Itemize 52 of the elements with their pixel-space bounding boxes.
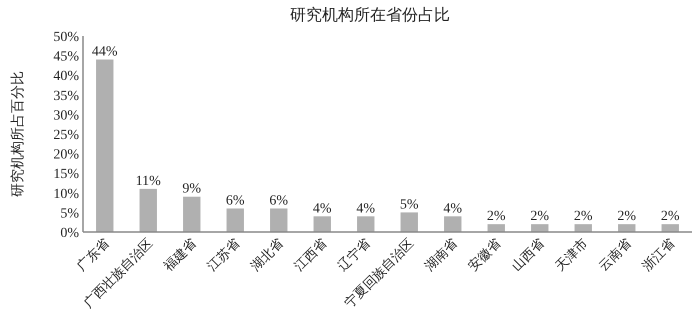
- y-tick-label: 10%: [53, 186, 80, 202]
- x-tick-label: 云南省: [596, 236, 634, 274]
- x-tick-label: 天津市: [552, 236, 590, 274]
- y-tick-label: 50%: [53, 30, 80, 45]
- bar: [618, 224, 636, 232]
- data-label: 11%: [136, 174, 162, 189]
- data-label: 6%: [269, 193, 288, 208]
- y-tick-label: 5%: [60, 206, 80, 222]
- data-label: 5%: [400, 197, 419, 212]
- bar: [574, 224, 592, 232]
- data-label: 2%: [530, 209, 550, 224]
- y-tick-label: 20%: [53, 148, 80, 163]
- y-tick-label: 15%: [53, 167, 80, 182]
- x-tick-label: 江苏省: [204, 236, 242, 274]
- bar: [226, 208, 244, 232]
- x-tick-label: 湖北省: [248, 236, 286, 274]
- x-tick-label: 安徽省: [465, 236, 504, 274]
- y-tick-label: 0%: [60, 226, 80, 241]
- data-label: 4%: [312, 201, 332, 216]
- data-label: 6%: [226, 193, 245, 208]
- x-tick-label: 湖南省: [422, 236, 460, 274]
- bar: [183, 196, 200, 232]
- bar: [488, 224, 505, 232]
- y-tick-label: 40%: [53, 69, 80, 84]
- chart-title: 研究机构所在省份占比: [290, 6, 450, 24]
- data-label: 2%: [486, 209, 506, 224]
- bar: [531, 224, 548, 232]
- data-label: 4%: [443, 201, 462, 216]
- bar: [140, 188, 157, 232]
- data-label: 4%: [356, 201, 376, 216]
- y-tick-label: 30%: [53, 108, 80, 124]
- data-label: 9%: [182, 182, 202, 197]
- data-label: 2%: [617, 209, 636, 224]
- data-label: 2%: [574, 209, 593, 224]
- y-tick-label: 25%: [53, 128, 80, 143]
- x-tick-label: 辽宁省: [334, 236, 373, 274]
- x-tick-label: 江西省: [291, 236, 330, 274]
- bar: [662, 224, 679, 232]
- bar: [314, 216, 331, 232]
- x-tick-label: 山西省: [508, 236, 547, 274]
- bar: [96, 60, 114, 232]
- y-tick-label: 35%: [53, 88, 80, 104]
- x-tick-label: 福建省: [160, 236, 199, 274]
- data-label: 44%: [92, 44, 118, 60]
- x-tick-label: 浙江省: [639, 236, 678, 274]
- y-tick-label: 45%: [53, 50, 80, 65]
- data-label: 2%: [660, 209, 680, 224]
- bar: [444, 216, 462, 232]
- y-axis-title: 研究机构所占百分比: [10, 71, 26, 197]
- bar: [357, 216, 374, 232]
- bar: [400, 212, 418, 232]
- bar: [270, 208, 288, 232]
